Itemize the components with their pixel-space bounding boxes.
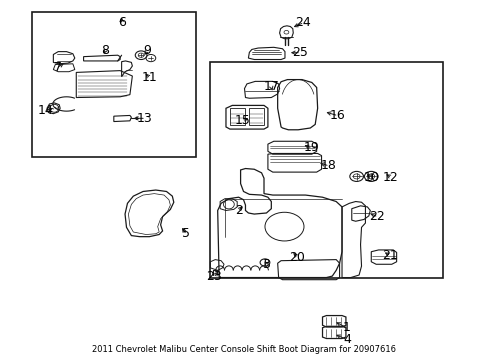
Text: 1: 1 [342,321,350,334]
Text: 25: 25 [291,46,307,59]
Text: 13: 13 [136,112,152,125]
Text: 12: 12 [382,171,398,184]
Text: 18: 18 [320,159,336,172]
Text: 3: 3 [262,258,270,271]
Bar [210,62,443,278]
Text: 5: 5 [182,227,190,240]
Text: 19: 19 [303,141,319,154]
Text: 17: 17 [263,80,279,93]
Bar [249,108,264,126]
Text: 11: 11 [141,71,157,84]
Text: 15: 15 [235,114,250,127]
Text: 14: 14 [38,104,53,117]
Text: 7: 7 [54,60,62,73]
Text: 20: 20 [288,251,305,264]
Text: 9: 9 [143,44,151,57]
Bar [229,108,244,126]
Text: 4: 4 [342,333,350,346]
Text: 8: 8 [102,44,109,57]
Text: 23: 23 [206,270,222,283]
Text: 16: 16 [328,109,345,122]
Text: 2011 Chevrolet Malibu Center Console Shift Boot Diagram for 20907616: 2011 Chevrolet Malibu Center Console Shi… [92,345,396,354]
Text: 10: 10 [363,171,378,184]
Text: 6: 6 [118,16,125,29]
Text: 21: 21 [381,249,397,262]
Text: 2: 2 [234,204,242,217]
Text: 24: 24 [295,17,310,30]
Bar [32,12,195,157]
Text: 22: 22 [368,210,384,223]
